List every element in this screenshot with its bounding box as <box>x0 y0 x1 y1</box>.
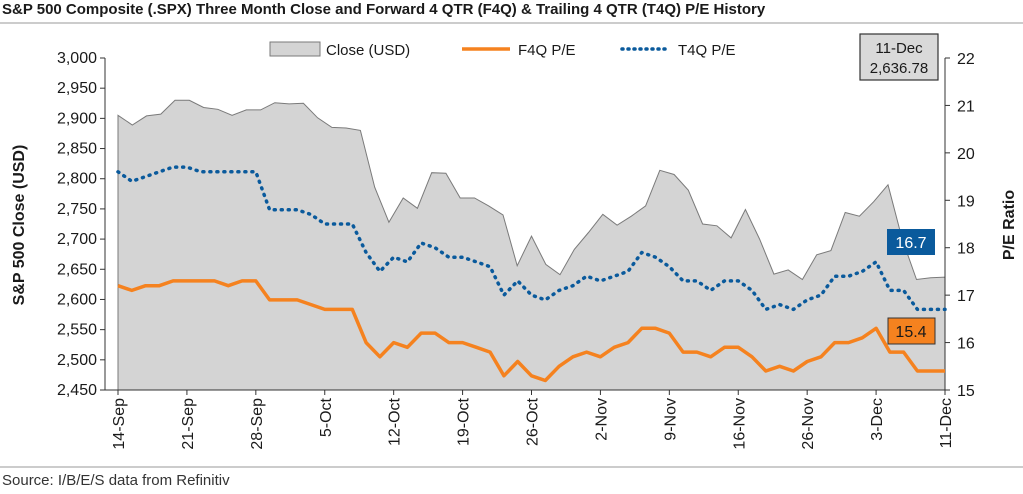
y-tick-label: 2,850 <box>57 141 97 158</box>
y-axis-label: S&P 500 Close (USD) <box>11 145 28 306</box>
y-tick-label: 2,700 <box>57 231 97 248</box>
x-tick-label: 5-Oct <box>318 397 335 437</box>
latest-close-box: 11-Dec 2,636.78 <box>859 33 939 81</box>
series-close-area <box>117 99 946 391</box>
x-tick-label: 16-Nov <box>731 398 748 450</box>
legend-close-label: Close (USD) <box>326 42 410 59</box>
y-tick-label: 2,650 <box>57 261 97 278</box>
t4q-end-label: 16.7 <box>887 229 935 255</box>
f4q-end-value: 15.4 <box>895 324 926 341</box>
x-tick-label: 26-Nov <box>800 398 817 450</box>
y2-tick-label: 17 <box>957 288 975 305</box>
legend: Close (USD) F4Q P/E T4Q P/E <box>269 41 736 59</box>
y-tick-label: 2,500 <box>57 352 97 369</box>
x-tick-label: 21-Sep <box>180 398 197 450</box>
y2-tick-label: 21 <box>957 98 975 115</box>
source-note: Source: I/B/E/S data from Refinitiv <box>2 472 230 489</box>
x-tick-label: 14-Sep <box>111 398 128 450</box>
y2-axis-label: P/E Ratio <box>1001 190 1018 260</box>
f4q-end-label: 15.4 <box>887 317 936 345</box>
y2-tick-label: 22 <box>957 51 975 68</box>
legend-close-swatch <box>269 41 321 57</box>
y2-tick-label: 18 <box>957 241 975 258</box>
x-tick-label: 26-Oct <box>525 397 542 446</box>
latest-close-value: 2,636.78 <box>870 60 928 77</box>
y2-tick-label: 19 <box>957 193 975 210</box>
y-tick-label: 2,900 <box>57 110 97 127</box>
x-tick-label: 19-Oct <box>456 397 473 446</box>
legend-t4q-label: T4Q P/E <box>678 42 736 59</box>
x-tick-label: 2-Nov <box>593 398 610 441</box>
y2-tick-label: 20 <box>957 146 975 163</box>
pe-lines-layer <box>116 165 947 383</box>
y2-tick-label: 15 <box>957 383 975 400</box>
x-tick-label: 3-Dec <box>869 398 886 441</box>
y2-tick-label: 16 <box>957 336 975 353</box>
y-tick-label: 2,800 <box>57 171 97 188</box>
series-f4q-line <box>117 279 945 383</box>
latest-close-date: 11-Dec <box>875 40 923 57</box>
x-tick-label: 9-Nov <box>662 398 679 441</box>
y-tick-label: 2,450 <box>57 382 97 399</box>
close-area-layer <box>117 99 946 391</box>
chart-title: S&P 500 Composite (.SPX) Three Month Clo… <box>2 1 766 18</box>
x-tick-label: 28-Sep <box>249 398 266 450</box>
x-tick-label: 12-Oct <box>387 397 404 446</box>
y-tick-label: 3,000 <box>57 50 97 67</box>
axes-layer: 2,450 2,500 2,550 2,600 2,650 2,700 2,750 2,800… <box>57 50 975 450</box>
legend-f4q-label: F4Q P/E <box>518 42 576 59</box>
y-tick-label: 2,550 <box>57 322 97 339</box>
y-tick-label: 2,600 <box>57 291 97 308</box>
t4q-end-value: 16.7 <box>895 235 926 252</box>
y-tick-label: 2,750 <box>57 201 97 218</box>
x-tick-label: 11-Dec <box>938 398 955 448</box>
y-tick-label: 2,950 <box>57 80 97 97</box>
